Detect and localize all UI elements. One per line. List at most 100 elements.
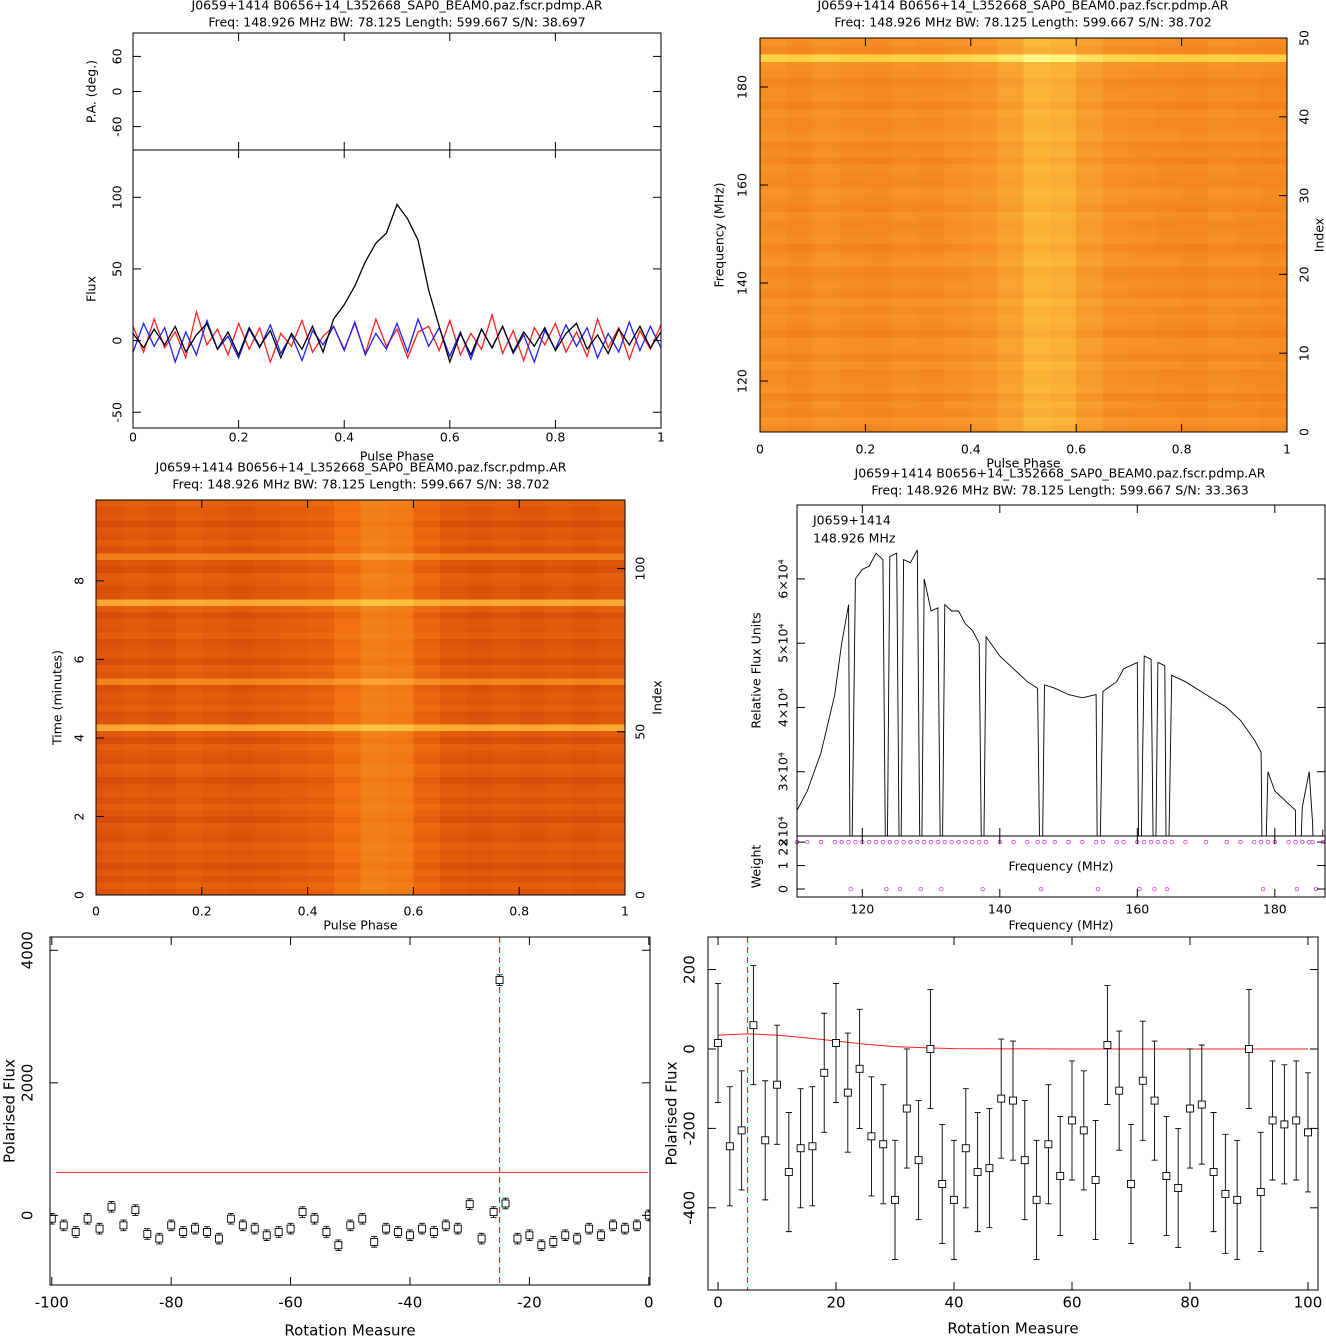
heatmap-cell xyxy=(839,148,866,157)
heatmap-cell xyxy=(122,565,150,574)
heatmap-cell xyxy=(360,848,388,857)
heatmap-cell xyxy=(96,888,124,895)
heatmap-cell xyxy=(175,579,203,587)
heatmap-cell xyxy=(1260,329,1287,339)
weight-point xyxy=(1093,839,1099,845)
heatmap-cell xyxy=(1023,211,1051,220)
heatmap-cell xyxy=(786,305,814,315)
heatmap-cell xyxy=(545,868,573,876)
heatmap-cell xyxy=(228,789,256,797)
heatmap-cell xyxy=(1155,361,1183,370)
heatmap-cell xyxy=(334,862,362,870)
heatmap-cell xyxy=(760,38,787,47)
weight-point xyxy=(1052,839,1058,845)
heatmap-cell xyxy=(1049,187,1077,197)
heatmap-cell xyxy=(598,690,625,699)
heatmap-cell xyxy=(96,875,124,883)
heatmap-cell xyxy=(1128,337,1156,346)
weight-point xyxy=(970,839,975,845)
heatmap-cell xyxy=(1102,203,1130,212)
heatmap-cell xyxy=(812,156,840,165)
heatmap-cell xyxy=(96,611,124,620)
heatmap-cell xyxy=(228,506,256,514)
heatmap-cell xyxy=(918,211,946,220)
heatmap-cell xyxy=(122,631,150,639)
heatmap-cell xyxy=(492,546,520,554)
heatmap-cell xyxy=(572,598,600,606)
x-tick-label: 20 xyxy=(826,1294,845,1312)
heatmap-cell xyxy=(307,868,335,876)
heatmap-cell xyxy=(760,250,787,260)
heatmap-cell xyxy=(439,717,467,725)
heatmap-cell xyxy=(918,361,946,370)
heatmap-cell xyxy=(307,829,335,837)
heatmap-cell xyxy=(1181,219,1209,228)
heatmap-cell xyxy=(545,750,573,758)
heatmap-cell xyxy=(865,321,893,331)
heatmap-cell xyxy=(1049,258,1077,268)
heatmap-cell xyxy=(1128,408,1156,417)
heatmap-cell xyxy=(519,796,547,804)
heatmap-cell xyxy=(839,337,866,346)
heatmap-cell xyxy=(997,416,1025,425)
heatmap-cell xyxy=(386,881,414,890)
heatmap-cell xyxy=(1102,368,1130,378)
heatmap-cell xyxy=(891,282,919,291)
heatmap-cell xyxy=(839,101,866,110)
heatmap-cell xyxy=(1128,321,1156,331)
heatmap-cell xyxy=(598,816,625,824)
heatmap-cell xyxy=(970,242,998,252)
heatmap-cell xyxy=(96,532,124,541)
heatmap-cell xyxy=(891,61,919,71)
heatmap-cell xyxy=(519,677,547,685)
heatmap-cell xyxy=(891,274,919,283)
heatmap-cell xyxy=(228,763,256,771)
heatmap-cell xyxy=(466,829,494,837)
heatmap-cell xyxy=(1049,85,1077,94)
heatmap-cell xyxy=(307,737,335,745)
heatmap-cell xyxy=(413,611,441,620)
y-tick-label: 0 xyxy=(110,337,125,345)
heatmap-cell xyxy=(1128,416,1156,425)
heatmap-cell xyxy=(254,809,282,817)
heatmap-cell xyxy=(1076,290,1104,299)
heatmap-cell xyxy=(1260,313,1287,323)
heatmap-cell xyxy=(786,361,814,370)
heatmap-cell xyxy=(1102,361,1130,370)
heatmap-cell xyxy=(1128,227,1156,236)
heatmap-cell xyxy=(281,881,309,890)
heatmap-cell xyxy=(997,61,1025,71)
heatmap-cell xyxy=(970,368,998,378)
heatmap-cell xyxy=(812,164,840,173)
weight-point xyxy=(1310,839,1315,845)
heatmap-cell xyxy=(466,796,494,804)
heatmap-cell xyxy=(545,809,573,817)
heatmap-cell xyxy=(865,242,893,252)
heatmap-cell xyxy=(175,769,203,778)
heatmap-cell xyxy=(360,552,388,560)
heatmap-cell xyxy=(254,835,282,843)
heatmap-cell xyxy=(997,353,1025,362)
heatmap-cell xyxy=(122,796,150,804)
heatmap-cell xyxy=(970,424,998,432)
heatmap-cell xyxy=(1234,124,1262,134)
heatmap-cell xyxy=(413,809,441,817)
heatmap-cell xyxy=(1049,305,1077,315)
heatmap-cell xyxy=(944,108,972,118)
heatmap-cell xyxy=(1260,227,1287,236)
heatmap-cell xyxy=(1234,140,1262,149)
heatmap-cell xyxy=(1128,140,1156,149)
heatmap-cell xyxy=(360,671,388,679)
heatmap-cell xyxy=(201,743,229,751)
heatmap-cell xyxy=(413,532,441,541)
heatmap-cell xyxy=(1076,164,1104,173)
heatmap-cell xyxy=(466,835,494,843)
heatmap-cell xyxy=(1102,384,1130,394)
heatmap-cell xyxy=(839,392,866,402)
heatmap-cell xyxy=(812,250,840,260)
heatmap-cell xyxy=(1260,45,1287,55)
heatmap-cell xyxy=(96,592,124,600)
data-point xyxy=(215,1234,223,1243)
heatmap-cell xyxy=(1102,298,1130,307)
heatmap-cell xyxy=(545,677,573,685)
